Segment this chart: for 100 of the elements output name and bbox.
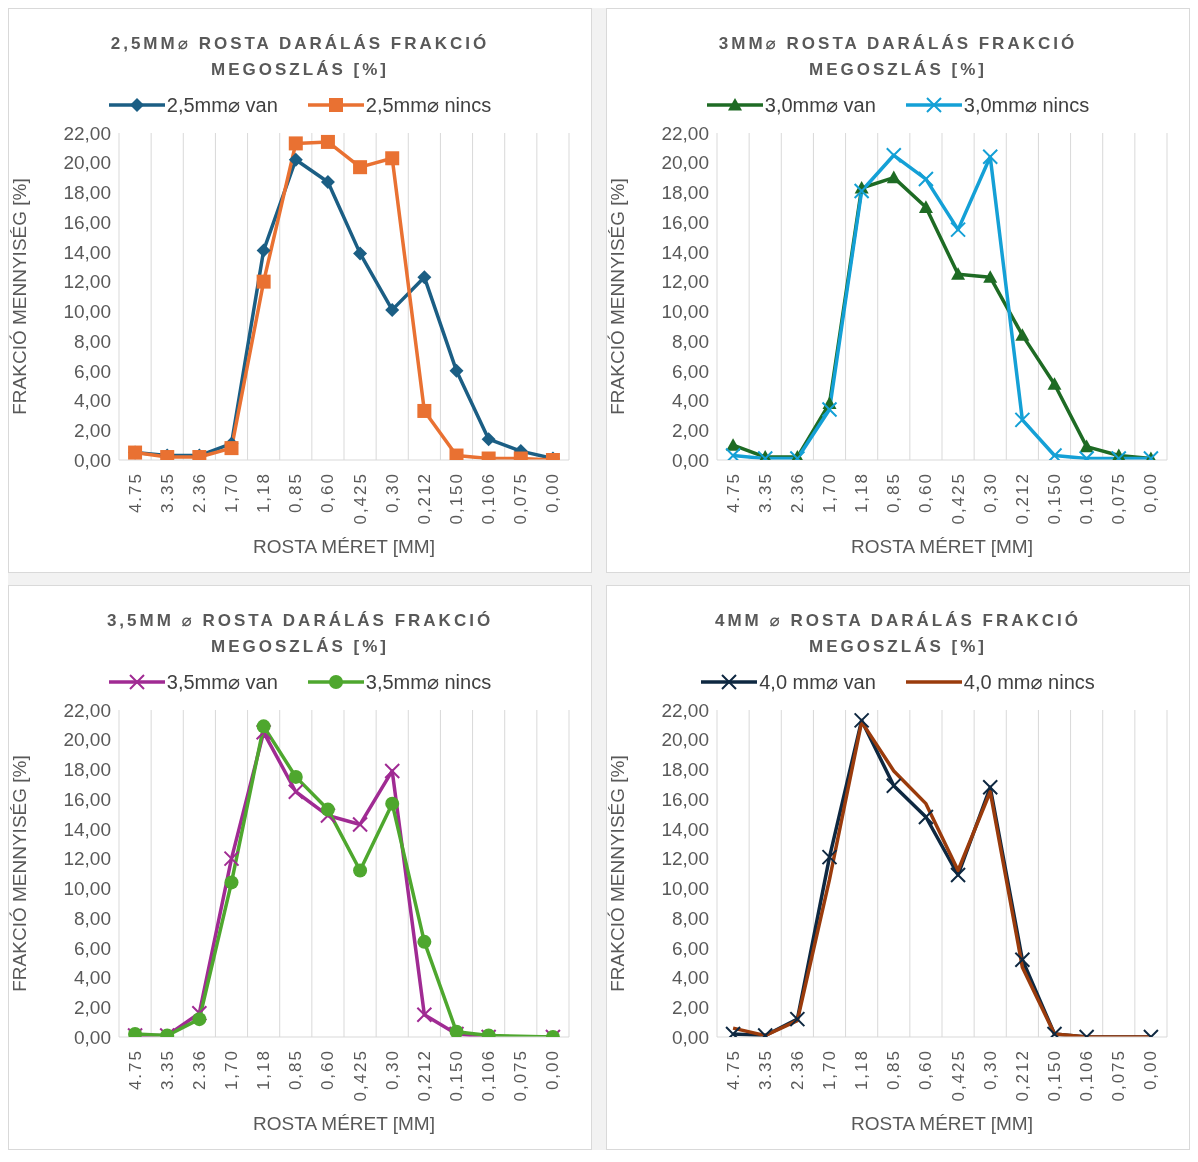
y-tick-label: 4,00 xyxy=(672,967,709,989)
x-tick-label: 0,30 xyxy=(382,472,402,514)
x-tick-label: 0,212 xyxy=(1012,1049,1032,1102)
x-tick-label: 0,30 xyxy=(980,1049,1000,1091)
legend-label: 4,0 mm⌀ van xyxy=(759,670,876,694)
y-tick-label: 20,00 xyxy=(661,729,709,751)
x-tick-label: 1,18 xyxy=(254,1049,274,1091)
chart-title: 2,5MM⌀ ROSTA DARÁLÁS FRAKCIÓ MEGOSZLÁS [%] xyxy=(109,33,491,81)
legend-label: 3,0mm⌀ van xyxy=(764,93,876,117)
x-tick-label: 0,00 xyxy=(543,1049,563,1091)
y-tick-label: 20,00 xyxy=(63,729,111,751)
x-tick-label: 3.35 xyxy=(755,1049,775,1091)
y-tick-label: 16,00 xyxy=(661,211,709,233)
y-tick-label: 16,00 xyxy=(661,788,709,810)
x-tick-label: 2.36 xyxy=(189,472,209,514)
y-tick-label: 10,00 xyxy=(63,878,111,900)
y-tick-label: 0,00 xyxy=(672,1026,709,1048)
x-tick-label: 4.75 xyxy=(125,1049,145,1091)
x-tick-label: 0,60 xyxy=(916,1049,936,1091)
x-tick-label: 2.36 xyxy=(189,1049,209,1091)
x-axis-title: ROSTA MÉRET [MM] xyxy=(253,1113,435,1134)
y-tick-label: 18,00 xyxy=(63,182,111,204)
x-tick-label: 0,075 xyxy=(511,1049,531,1102)
x-tick-label: 0,00 xyxy=(543,472,563,514)
x-tick-label: 0,150 xyxy=(1045,472,1064,525)
y-axis-title: FRAKCIÓ MENNYISÉG [%] xyxy=(606,178,628,415)
y-tick-label: 4,00 xyxy=(74,390,111,412)
x-tick-label: 0,106 xyxy=(479,1049,499,1102)
y-tick-label: 8,00 xyxy=(672,330,709,352)
x-tick-label: 0,106 xyxy=(479,472,499,525)
y-tick-label: 14,00 xyxy=(661,241,709,263)
x-tick-label: 1,70 xyxy=(222,472,241,514)
y-tick-label: 16,00 xyxy=(63,788,111,810)
x-tick-label: 0,60 xyxy=(318,1049,338,1091)
x-axis-title: ROSTA MÉRET [MM] xyxy=(851,536,1033,557)
y-tick-label: 22,00 xyxy=(661,699,709,721)
y-tick-label: 10,00 xyxy=(661,301,709,323)
x-tick-label: 0,425 xyxy=(948,1049,968,1102)
y-tick-label: 2,00 xyxy=(672,420,709,442)
y-tick-label: 0,00 xyxy=(74,449,111,471)
y-tick-label: 8,00 xyxy=(74,330,111,352)
y-tick-label: 12,00 xyxy=(661,271,709,293)
x-tick-label: 0,60 xyxy=(916,472,936,514)
x-tick-label: 4.75 xyxy=(125,472,145,514)
x-tick-label: 0,425 xyxy=(350,1049,370,1102)
x-tick-label: 0,00 xyxy=(1141,1049,1161,1091)
y-tick-label: 18,00 xyxy=(661,759,709,781)
y-tick-label: 12,00 xyxy=(63,848,111,870)
x-tick-label: 0,85 xyxy=(286,472,306,514)
y-tick-label: 0,00 xyxy=(74,1026,111,1048)
y-tick-label: 4,00 xyxy=(672,390,709,412)
y-tick-label: 18,00 xyxy=(661,182,709,204)
x-axis-title: ROSTA MÉRET [MM] xyxy=(253,536,435,557)
y-tick-label: 14,00 xyxy=(63,818,111,840)
y-axis-title: FRAKCIÓ MENNYISÉG [%] xyxy=(8,178,30,415)
legend-label: 3,5mm⌀ van xyxy=(166,670,278,694)
x-tick-label: 0,425 xyxy=(948,472,968,525)
y-tick-label: 22,00 xyxy=(63,699,111,721)
x-tick-label: 1,70 xyxy=(222,1049,241,1091)
x-tick-label: 0,150 xyxy=(1045,1049,1064,1102)
x-tick-label: 1,70 xyxy=(820,472,839,514)
x-tick-label: 0,075 xyxy=(1109,472,1129,525)
x-tick-label: 0,150 xyxy=(447,472,466,525)
y-tick-label: 4,00 xyxy=(74,967,111,989)
y-tick-label: 6,00 xyxy=(672,360,709,382)
y-tick-label: 8,00 xyxy=(672,907,709,929)
x-tick-label: 0,425 xyxy=(350,472,370,525)
y-tick-label: 6,00 xyxy=(74,937,111,959)
y-tick-label: 14,00 xyxy=(63,241,111,263)
x-tick-label: 0,85 xyxy=(884,472,904,514)
y-tick-label: 6,00 xyxy=(74,360,111,382)
chart-title: 4MM ⌀ ROSTA DARÁLÁS FRAKCIÓ MEGOSZLÁS [%] xyxy=(713,610,1083,658)
y-tick-label: 18,00 xyxy=(63,759,111,781)
x-tick-label: 2.36 xyxy=(787,1049,807,1091)
x-tick-label: 0,150 xyxy=(447,1049,466,1102)
y-axis-title: FRAKCIÓ MENNYISÉG [%] xyxy=(8,755,30,992)
x-tick-label: 0,30 xyxy=(980,472,1000,514)
chart-title: 3,5MM ⌀ ROSTA DARÁLÁS FRAKCIÓ MEGOSZLÁS [%] xyxy=(105,610,495,658)
x-tick-label: 1,18 xyxy=(254,472,274,514)
x-tick-label: 1,70 xyxy=(820,1049,839,1091)
x-tick-label: 0,85 xyxy=(286,1049,306,1091)
y-tick-label: 0,00 xyxy=(672,449,709,471)
legend-label: 2,5mm⌀ van xyxy=(166,93,278,117)
legend-label: 4,0 mm⌀ nincs xyxy=(963,670,1095,694)
x-tick-label: 0,30 xyxy=(382,1049,402,1091)
y-tick-label: 10,00 xyxy=(661,878,709,900)
y-tick-label: 6,00 xyxy=(672,937,709,959)
y-tick-label: 20,00 xyxy=(661,152,709,174)
x-tick-label: 0,60 xyxy=(318,472,338,514)
chart-title: 3MM⌀ ROSTA DARÁLÁS FRAKCIÓ MEGOSZLÁS [%] xyxy=(717,33,1079,81)
x-tick-label: 0,075 xyxy=(1109,1049,1129,1102)
x-tick-label: 0,212 xyxy=(414,472,434,525)
y-tick-label: 14,00 xyxy=(661,818,709,840)
y-tick-label: 12,00 xyxy=(661,848,709,870)
legend-label: 3,5mm⌀ nincs xyxy=(365,670,492,694)
y-tick-label: 2,00 xyxy=(672,997,709,1019)
x-tick-label: 4.75 xyxy=(723,1049,743,1091)
x-axis-title: ROSTA MÉRET [MM] xyxy=(851,1113,1033,1134)
x-tick-label: 0,212 xyxy=(414,1049,434,1102)
x-tick-label: 1,18 xyxy=(852,472,872,514)
